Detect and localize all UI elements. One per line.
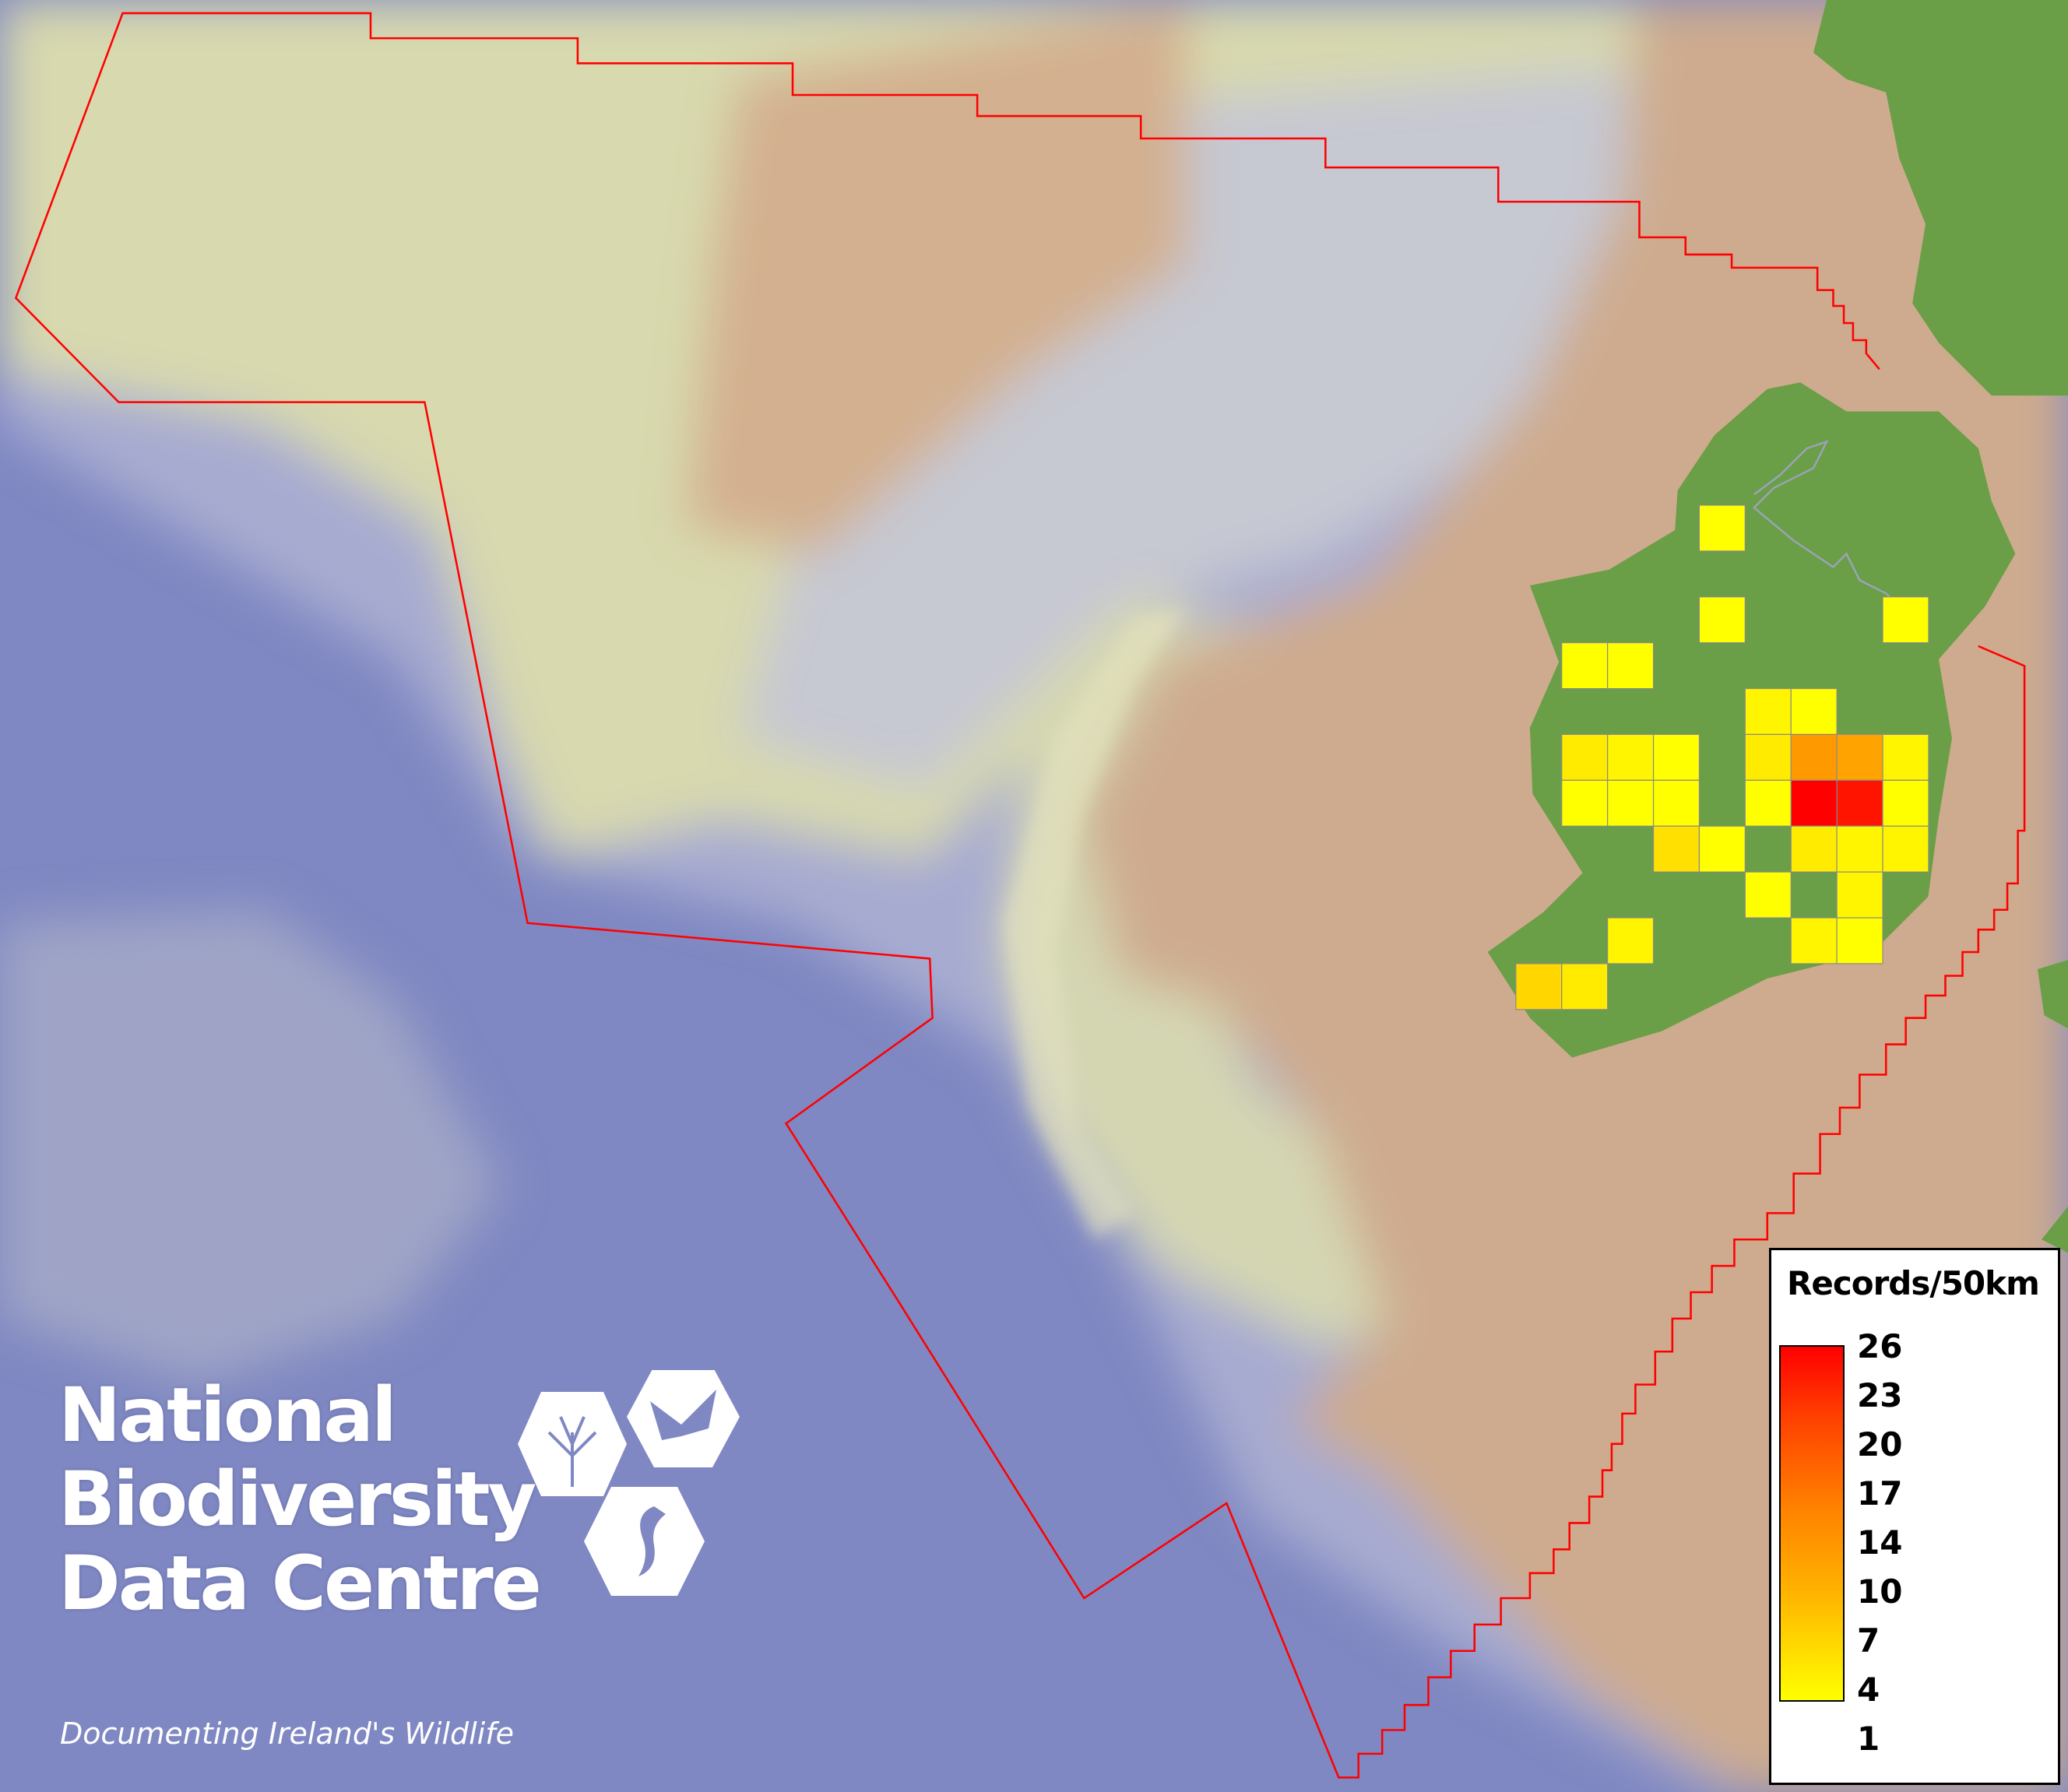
- record-cell: [1561, 963, 1609, 1010]
- record-cell: [1652, 733, 1700, 781]
- record-cell: [1882, 596, 1929, 644]
- record-cell: [1698, 825, 1746, 873]
- legend-tick: 14: [1857, 1523, 1903, 1562]
- record-cell: [1882, 779, 1929, 827]
- rockall-bank: [0, 909, 501, 1385]
- legend-color-ramp: [1779, 1345, 1845, 1702]
- record-cell: [1607, 642, 1655, 690]
- scotland-land: [1813, 0, 2068, 396]
- wales-land: [2038, 960, 2068, 1029]
- record-cell: [1607, 779, 1655, 827]
- logo-line-data-centre: Data Centre: [58, 1540, 542, 1627]
- record-cell: [1561, 642, 1609, 690]
- record-cell: [1698, 596, 1746, 644]
- logo-hexagons: [518, 1370, 740, 1596]
- record-cell: [1790, 733, 1838, 781]
- record-cell: [1515, 963, 1563, 1010]
- ni-border: [1752, 440, 1901, 608]
- legend-title: Records/50km: [1787, 1264, 2040, 1302]
- legend: Records/50km 26 23 20 17 14 10 7 4 1: [1769, 1248, 2060, 1785]
- shelf-edge-highlight: [1002, 606, 1187, 1240]
- trough: [738, 65, 1636, 792]
- record-cell: [1652, 779, 1700, 827]
- legend-tick: 7: [1857, 1622, 1880, 1660]
- record-cell: [1836, 779, 1883, 827]
- logo-line-biodiversity: Biodiversity: [58, 1456, 536, 1543]
- legend-tick: 10: [1857, 1572, 1903, 1611]
- record-cell: [1882, 825, 1929, 873]
- cornwall-land: [2042, 1206, 2068, 1253]
- record-cell: [1744, 779, 1792, 827]
- record-cell: [1882, 733, 1929, 781]
- record-cell: [1744, 687, 1792, 736]
- legend-tick: 17: [1857, 1474, 1903, 1513]
- legend-tick: 26: [1857, 1327, 1903, 1365]
- record-cell: [1790, 687, 1838, 736]
- legend-tick: 1: [1857, 1720, 1880, 1758]
- record-cell: [1836, 871, 1883, 919]
- record-cell: [1698, 504, 1746, 552]
- record-cell: [1744, 871, 1792, 919]
- butterfly-icon: [627, 1370, 740, 1467]
- record-cell: [1607, 917, 1655, 965]
- records-grid: [1515, 504, 1929, 1010]
- record-cell: [1836, 825, 1883, 873]
- record-cell: [1744, 733, 1792, 781]
- record-cell: [1561, 733, 1609, 781]
- record-cell: [1836, 917, 1883, 965]
- legend-tick: 4: [1857, 1671, 1880, 1709]
- logo-line-national: National: [58, 1372, 397, 1459]
- tan-shelf-top: [685, 0, 1187, 554]
- record-cell: [1836, 733, 1883, 781]
- record-cell: [1790, 825, 1838, 873]
- record-cell: [1652, 825, 1700, 873]
- legend-tick: 23: [1857, 1376, 1903, 1414]
- eez-boundary: [14, 12, 2026, 1779]
- record-cell: [1790, 779, 1838, 827]
- record-cell: [1561, 779, 1609, 827]
- record-cell: [1790, 917, 1838, 965]
- logo-tagline: Documenting Ireland's Wildlife: [60, 1716, 514, 1751]
- legend-tick: 20: [1857, 1425, 1903, 1463]
- record-cell: [1607, 733, 1655, 781]
